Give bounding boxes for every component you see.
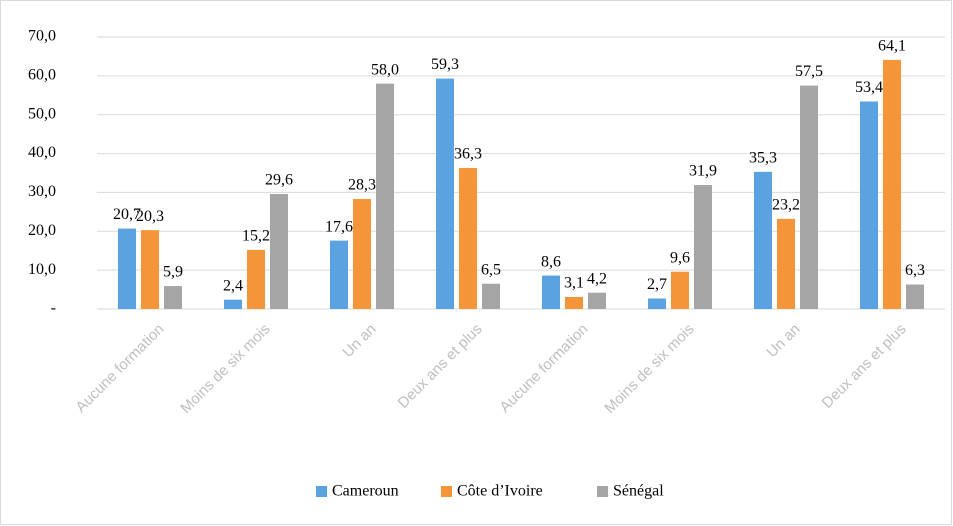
bar <box>118 228 136 309</box>
data-label: 57,5 <box>795 63 823 80</box>
y-tick-label: 50,0 <box>28 105 56 122</box>
bar <box>141 230 159 309</box>
data-label: 6,5 <box>481 261 501 278</box>
data-label: 59,3 <box>431 56 459 73</box>
bar <box>247 249 265 309</box>
data-label: 9,6 <box>670 249 690 266</box>
data-label: 20,3 <box>136 208 164 225</box>
bar <box>671 271 689 309</box>
legend-label: Sénégal <box>613 483 664 500</box>
data-label: 28,3 <box>348 177 376 194</box>
bar <box>860 101 878 309</box>
bar <box>224 299 242 309</box>
bar <box>754 171 772 309</box>
data-label: 8,6 <box>541 253 561 270</box>
bar <box>883 59 901 309</box>
bar <box>542 275 560 309</box>
data-label: 35,3 <box>749 150 777 167</box>
y-tick-label: 70,0 <box>28 28 56 45</box>
data-label: 53,4 <box>855 79 883 96</box>
bar <box>906 284 924 309</box>
data-label: 31,9 <box>689 163 717 180</box>
data-label: 58,0 <box>371 61 399 78</box>
bar <box>588 292 606 309</box>
legend-swatch <box>597 486 608 497</box>
legend-swatch <box>441 486 452 497</box>
bar <box>353 199 371 309</box>
data-label: 2,4 <box>223 277 243 294</box>
bar <box>565 296 583 309</box>
bar <box>459 167 477 309</box>
y-tick-label: 20,0 <box>28 222 56 239</box>
y-tick-label: 40,0 <box>28 144 56 161</box>
legend-swatch <box>316 486 327 497</box>
bar <box>800 85 818 309</box>
y-tick-label: 30,0 <box>28 183 56 200</box>
data-label: 15,2 <box>242 228 270 245</box>
data-label: 3,1 <box>564 275 584 292</box>
bar <box>648 298 666 309</box>
legend-label: Cameroun <box>332 483 399 500</box>
y-tick-label: 60,0 <box>28 67 56 84</box>
data-label: 5,9 <box>163 264 183 281</box>
data-label: 29,6 <box>265 172 293 189</box>
bar <box>376 83 394 309</box>
data-label: 23,2 <box>772 197 800 214</box>
y-tick-label: 10,0 <box>28 261 56 278</box>
data-label: 20,7 <box>113 206 141 223</box>
data-label: 2,7 <box>647 276 667 293</box>
bar <box>436 78 454 309</box>
bar <box>330 240 348 309</box>
data-label: 6,3 <box>905 262 925 279</box>
bar <box>482 283 500 309</box>
bar <box>164 286 182 309</box>
data-label: 36,3 <box>454 146 482 163</box>
legend-label: Côte d’Ivoire <box>457 483 543 500</box>
data-label: 4,2 <box>587 270 607 287</box>
bar <box>694 185 712 309</box>
data-label: 17,6 <box>325 218 353 235</box>
data-label: 64,1 <box>878 38 906 55</box>
bar <box>270 193 288 309</box>
bar <box>777 218 795 309</box>
y-tick-label: - <box>51 300 56 317</box>
